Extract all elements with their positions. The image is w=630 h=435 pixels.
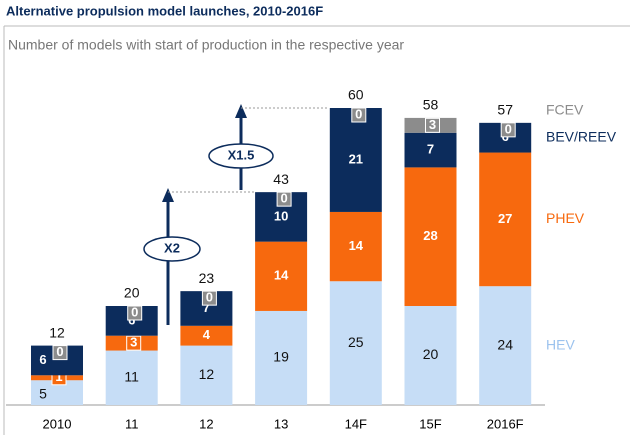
label-box bbox=[201, 290, 217, 306]
data-label: 0 bbox=[131, 304, 138, 319]
total-label: 23 bbox=[199, 270, 215, 286]
annotation: X1.5 bbox=[228, 147, 255, 162]
bar-segment bbox=[329, 211, 382, 282]
bar-segment bbox=[105, 350, 158, 405]
total-label: 57 bbox=[497, 102, 513, 118]
bar-segment bbox=[404, 167, 457, 306]
legend-label: HEV bbox=[546, 336, 575, 352]
total-label: 20 bbox=[124, 285, 140, 301]
data-label: 12 bbox=[199, 366, 215, 382]
x-tick-label: 15F bbox=[419, 416, 441, 431]
x-tick-label: 14F bbox=[345, 416, 367, 431]
annotation: X2 bbox=[164, 240, 180, 255]
arrow-head bbox=[162, 188, 174, 202]
data-label: 28 bbox=[423, 228, 437, 243]
x-tick-label: 2010 bbox=[43, 416, 72, 431]
label-box bbox=[351, 107, 367, 123]
bar-segment bbox=[255, 241, 308, 311]
legend-label: BEV/REEV bbox=[546, 128, 617, 144]
bar-segment bbox=[180, 325, 233, 346]
total-label: 43 bbox=[273, 171, 289, 187]
data-label: 21 bbox=[349, 151, 363, 166]
chart-subtitle: Number of models with start of productio… bbox=[8, 37, 404, 53]
bar-segment bbox=[329, 281, 382, 405]
total-label: 58 bbox=[423, 97, 439, 113]
bar-segment bbox=[329, 108, 382, 212]
bar-segment bbox=[404, 132, 457, 168]
data-label: 4 bbox=[203, 327, 211, 342]
data-label: 10 bbox=[274, 208, 288, 223]
label-box bbox=[52, 345, 68, 361]
data-label: 0 bbox=[280, 191, 287, 206]
data-label: 0 bbox=[505, 121, 512, 136]
x-tick-label: 2016F bbox=[487, 416, 524, 431]
total-label: 12 bbox=[49, 324, 65, 340]
annotation-bubble bbox=[143, 236, 201, 262]
data-label: 14 bbox=[349, 238, 364, 253]
legend-label: FCEV bbox=[546, 102, 584, 118]
bar-segment bbox=[255, 310, 308, 405]
data-label: 25 bbox=[348, 334, 364, 350]
x-tick-label: 12 bbox=[199, 416, 213, 431]
data-label: 27 bbox=[498, 211, 512, 226]
annotation-bubble bbox=[208, 143, 274, 169]
data-label: 7 bbox=[203, 300, 210, 315]
label-box bbox=[127, 305, 143, 321]
data-label: 24 bbox=[497, 336, 513, 352]
data-label: 0 bbox=[355, 106, 362, 121]
total-label: 60 bbox=[348, 87, 364, 103]
data-label: 11 bbox=[124, 368, 139, 384]
data-label: 0 bbox=[206, 290, 213, 305]
arrow-head bbox=[235, 104, 247, 118]
bar-segment bbox=[479, 152, 532, 287]
data-label: 3 bbox=[429, 117, 436, 132]
data-label: 20 bbox=[423, 346, 439, 362]
data-label: 0 bbox=[56, 344, 63, 359]
label-box bbox=[500, 122, 516, 138]
x-tick-label: 13 bbox=[274, 416, 288, 431]
label-box bbox=[276, 191, 292, 207]
data-label: 3 bbox=[130, 335, 137, 350]
bar-segment bbox=[479, 286, 532, 405]
data-label: 14 bbox=[274, 268, 289, 283]
legend-label: PHEV bbox=[546, 210, 585, 226]
label-box bbox=[126, 335, 142, 351]
data-label: 6 bbox=[39, 352, 46, 367]
x-tick-label: 11 bbox=[125, 416, 139, 431]
bar-segment bbox=[180, 345, 233, 405]
label-box bbox=[425, 117, 440, 133]
chart-title: Alternative propulsion model launches, 2… bbox=[6, 3, 323, 18]
bar-segment bbox=[404, 306, 457, 405]
data-label: 7 bbox=[427, 142, 434, 157]
data-label: 19 bbox=[273, 349, 289, 365]
data-label: 1 bbox=[55, 369, 62, 384]
data-label: 5 bbox=[39, 385, 47, 401]
